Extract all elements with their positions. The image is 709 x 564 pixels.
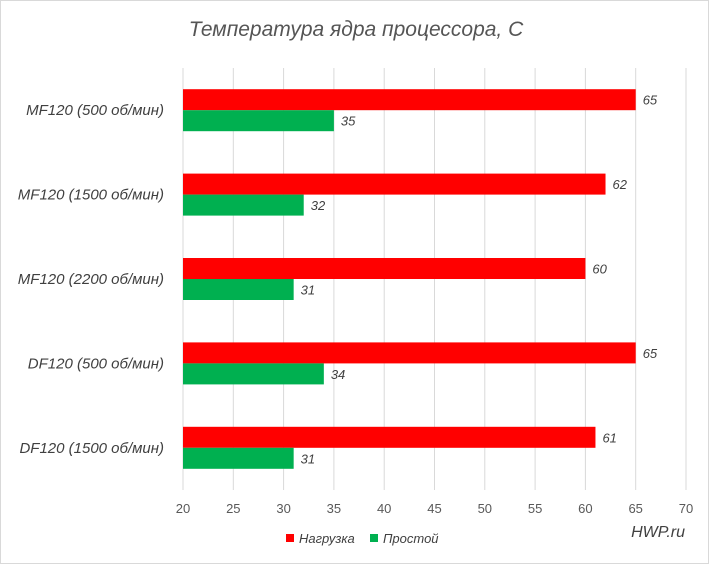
x-tick-label: 30 [276, 501, 290, 516]
bar-load [183, 173, 606, 195]
bar-idle [183, 279, 294, 300]
bar-load [183, 89, 636, 111]
data-label: 60 [592, 262, 607, 277]
data-label: 62 [613, 177, 628, 192]
category-label: MF120 (2200 об/мин) [18, 271, 164, 288]
legend-swatch-load [286, 534, 294, 542]
x-tick-label: 25 [226, 501, 240, 516]
category-label: MF120 (500 об/мин) [26, 102, 164, 119]
x-tick-label: 40 [377, 501, 391, 516]
bar-idle [183, 447, 294, 469]
x-tick-label: 45 [427, 501, 441, 516]
bar-idle [183, 194, 304, 216]
legend-swatch-idle [370, 534, 378, 542]
data-label: 31 [301, 451, 315, 466]
category-label: MF120 (1500 об/мин) [18, 187, 164, 204]
x-tick-label: 20 [176, 501, 190, 516]
chart-title: Температура ядра процессора, С [189, 18, 524, 41]
bar-idle [183, 110, 334, 132]
category-axis: MF120 (500 об/мин) MF120 (1500 об/мин) MF1… [18, 102, 164, 457]
legend-label: Нагрузка [299, 531, 355, 546]
data-label: 61 [602, 430, 616, 445]
bar-load [183, 426, 596, 448]
data-label: 31 [301, 283, 315, 298]
category-label: DF120 (1500 об/мин) [19, 440, 164, 457]
data-label: 35 [341, 114, 356, 129]
legend-label: Простой [383, 531, 439, 546]
bars: 65 35 62 32 60 31 65 34 61 31 [183, 89, 658, 469]
x-tick-label: 65 [628, 501, 642, 516]
data-label: 65 [643, 346, 658, 361]
bar-idle [183, 363, 324, 385]
bar-load [183, 258, 586, 279]
category-label: DF120 (500 об/мин) [28, 355, 164, 372]
data-label: 32 [311, 198, 326, 213]
value-axis: 20 25 30 35 40 45 50 55 60 65 70 [176, 501, 693, 516]
x-tick-label: 60 [578, 501, 592, 516]
legend: Нагрузка Простой [286, 531, 439, 546]
x-tick-label: 70 [679, 501, 693, 516]
data-label: 34 [331, 367, 345, 382]
bar-load [183, 342, 636, 364]
x-tick-label: 35 [327, 501, 341, 516]
watermark: HWP.ru [631, 524, 685, 541]
x-tick-label: 55 [528, 501, 542, 516]
x-tick-label: 50 [478, 501, 492, 516]
data-label: 65 [643, 93, 658, 108]
